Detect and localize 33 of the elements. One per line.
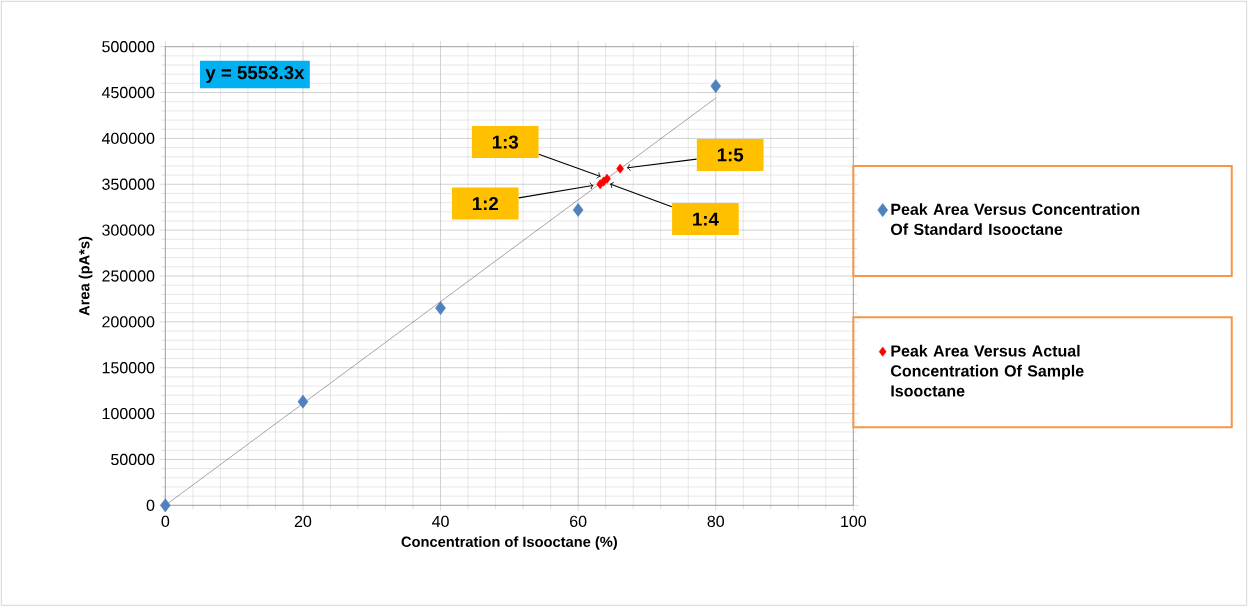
point [160,498,171,513]
annotation: 1:2 [472,197,499,211]
y-tick-label: 450000 [101,87,155,99]
y-tick-label: 300000 [102,224,155,236]
annotation: 1:4 [693,212,719,226]
y-tick-label: 50000 [111,453,155,466]
x-tick-label: 80 [707,515,725,528]
y-tick-label: 200000 [102,316,155,328]
point [572,203,584,218]
x-tick-label: 100 [841,515,867,528]
point [603,174,611,184]
x-tick-label: 60 [570,515,587,528]
x-tick-label: 20 [294,515,312,528]
y-tick-label: 250000 [102,270,155,282]
y-tick-label: 100000 [102,408,155,420]
annotation: 1:3 [492,135,519,149]
x-tick-label: 0 [161,515,170,528]
y-tick-label: 0 [146,499,155,512]
legend-label: Peak Area Versus Concentration Of Standard Isooctane [891,203,1140,236]
annotation: y = 5553.3x [205,66,305,84]
annotation: 1:5 [717,148,744,162]
y-tick-label: 350000 [102,178,155,191]
legend-label: Peak Area Versus Actual Concentration Of Sample Isooctane [891,345,1084,397]
y-axis-title: Area (pA*s) [78,236,93,316]
point [435,301,446,316]
point [297,394,309,409]
x-tick-label: 40 [432,515,449,528]
y-tick-label: 400000 [101,132,155,145]
y-tick-label: 500000 [102,41,155,53]
point [710,79,722,94]
y-tick-label: 150000 [102,362,155,374]
x-axis-title: Concentration of Isooctane (%) [401,536,617,551]
point [616,163,624,174]
